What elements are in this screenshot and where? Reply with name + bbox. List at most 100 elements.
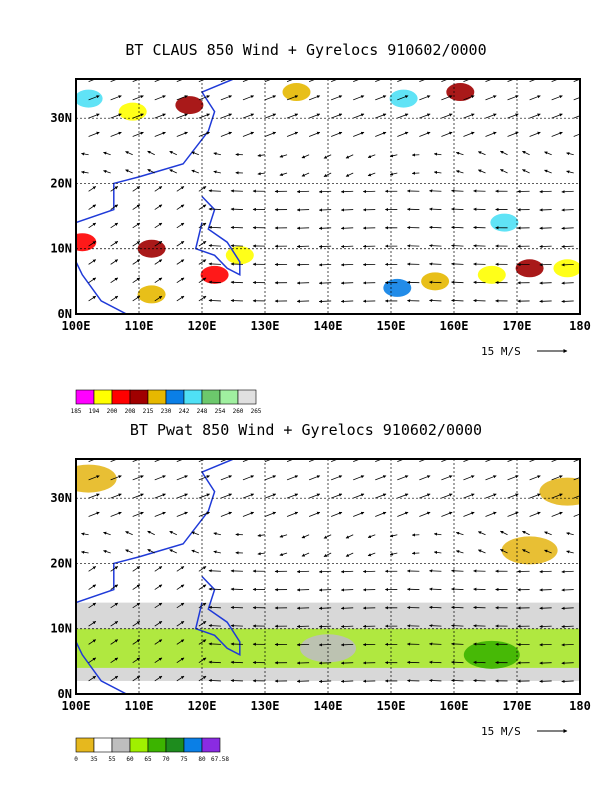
wind-vector bbox=[198, 602, 207, 609]
colorbar-swatch bbox=[129, 737, 149, 753]
wind-vectors-1 bbox=[81, 79, 580, 303]
axis-ticks-2: 100E 110E 120E 130E 140E 150E 160E 170E 180 0N 10N… bbox=[50, 491, 591, 713]
wind-vector bbox=[198, 240, 207, 247]
wind-vector bbox=[375, 493, 387, 499]
field-region-14 bbox=[446, 83, 475, 102]
wind-vector bbox=[176, 493, 188, 499]
field-region-5 bbox=[142, 477, 199, 506]
wind-vector bbox=[176, 511, 188, 517]
wind-vector bbox=[220, 95, 232, 101]
wind-vector bbox=[110, 95, 122, 101]
wind-vector bbox=[88, 95, 100, 101]
wind-vector bbox=[308, 113, 321, 119]
wind-vector bbox=[485, 493, 497, 499]
wind-vector bbox=[88, 584, 97, 590]
wind-vector bbox=[286, 113, 299, 119]
wind-vector bbox=[308, 493, 321, 499]
wind-vector bbox=[318, 679, 332, 683]
wind-vector bbox=[286, 475, 299, 481]
wind-vector bbox=[308, 511, 321, 517]
colorbar-swatch bbox=[93, 737, 113, 753]
wind-vector bbox=[147, 530, 155, 536]
wind-vector bbox=[88, 639, 97, 645]
wind-vector bbox=[81, 550, 89, 554]
wind-vector bbox=[88, 511, 100, 517]
colorbar-label: 60 bbox=[126, 756, 134, 763]
wind-vector bbox=[110, 639, 119, 645]
wind-vector bbox=[154, 204, 163, 210]
wind-vector bbox=[544, 531, 552, 536]
wind-vector bbox=[279, 154, 288, 158]
wind-vector bbox=[397, 131, 409, 137]
field-region-7 bbox=[76, 233, 97, 252]
wind-vector bbox=[419, 475, 431, 481]
wind-vector bbox=[154, 475, 166, 481]
field-region-4 bbox=[200, 265, 229, 284]
x-tick-label: 140E bbox=[314, 319, 343, 333]
wind-vector bbox=[367, 154, 376, 158]
wind-vector bbox=[88, 259, 97, 265]
wind-vector bbox=[485, 131, 497, 137]
wind-vector bbox=[198, 204, 207, 210]
wind-vector bbox=[154, 657, 163, 663]
wind-vector bbox=[561, 190, 574, 194]
y-tick-label: 0N bbox=[58, 687, 72, 701]
wind-vector bbox=[208, 660, 221, 664]
wind-vector bbox=[279, 534, 288, 538]
wind-vector bbox=[154, 675, 163, 682]
colorbar-label: 185 bbox=[71, 408, 82, 415]
wind-vector bbox=[561, 299, 574, 303]
wind-vector bbox=[132, 113, 144, 119]
wind-vector bbox=[154, 566, 163, 572]
wind-vector bbox=[308, 95, 321, 101]
wind-vector bbox=[132, 204, 141, 210]
wind-vector bbox=[340, 606, 354, 610]
grid-2 bbox=[76, 459, 580, 694]
wind-vector bbox=[220, 113, 232, 119]
wind-vector bbox=[132, 475, 144, 481]
wind-vector bbox=[353, 475, 365, 481]
x-tick-label: 110E bbox=[125, 699, 154, 713]
wind-vector bbox=[375, 475, 387, 481]
wind-vector bbox=[429, 660, 442, 664]
field-region-0 bbox=[118, 102, 147, 121]
wind-vector bbox=[154, 493, 166, 499]
wind-vector bbox=[551, 95, 563, 101]
wind-vector bbox=[429, 280, 442, 284]
wind-vector bbox=[220, 511, 232, 517]
wind-vector bbox=[301, 534, 310, 539]
wind-vector bbox=[198, 475, 210, 481]
wind-vector bbox=[286, 511, 299, 517]
wind-vector bbox=[318, 190, 332, 194]
wind-vector bbox=[198, 295, 207, 302]
wind-vector bbox=[257, 552, 266, 556]
plot-frame-1 bbox=[75, 78, 581, 315]
wind-vector bbox=[198, 584, 207, 590]
wind-vector bbox=[103, 151, 111, 156]
wind-vector bbox=[429, 189, 442, 193]
wind-vector bbox=[147, 169, 155, 174]
wind-vector bbox=[429, 262, 442, 266]
wind-vector bbox=[433, 152, 442, 156]
wind-vector bbox=[429, 244, 442, 248]
wind-vector bbox=[176, 639, 185, 645]
wind-vector bbox=[213, 170, 221, 174]
wind-vector bbox=[208, 298, 221, 303]
wind-vector bbox=[125, 531, 133, 536]
wind-vector bbox=[529, 493, 541, 499]
wind-vector bbox=[208, 569, 221, 573]
wind-vector bbox=[213, 152, 221, 156]
wind-vector bbox=[88, 657, 97, 663]
wind-vector bbox=[88, 602, 97, 609]
wind-vector bbox=[208, 225, 221, 229]
x-tick-label: 180 bbox=[569, 319, 591, 333]
wind-vector bbox=[500, 150, 508, 156]
wind-vector bbox=[451, 280, 464, 284]
wind-vector bbox=[529, 131, 541, 137]
wind-vector bbox=[478, 169, 486, 174]
x-tick-label: 170E bbox=[503, 319, 532, 333]
wind-vector bbox=[88, 566, 97, 572]
colorbar-swatch bbox=[111, 389, 131, 405]
wind-vector bbox=[529, 475, 541, 481]
wind-vector bbox=[176, 584, 185, 590]
